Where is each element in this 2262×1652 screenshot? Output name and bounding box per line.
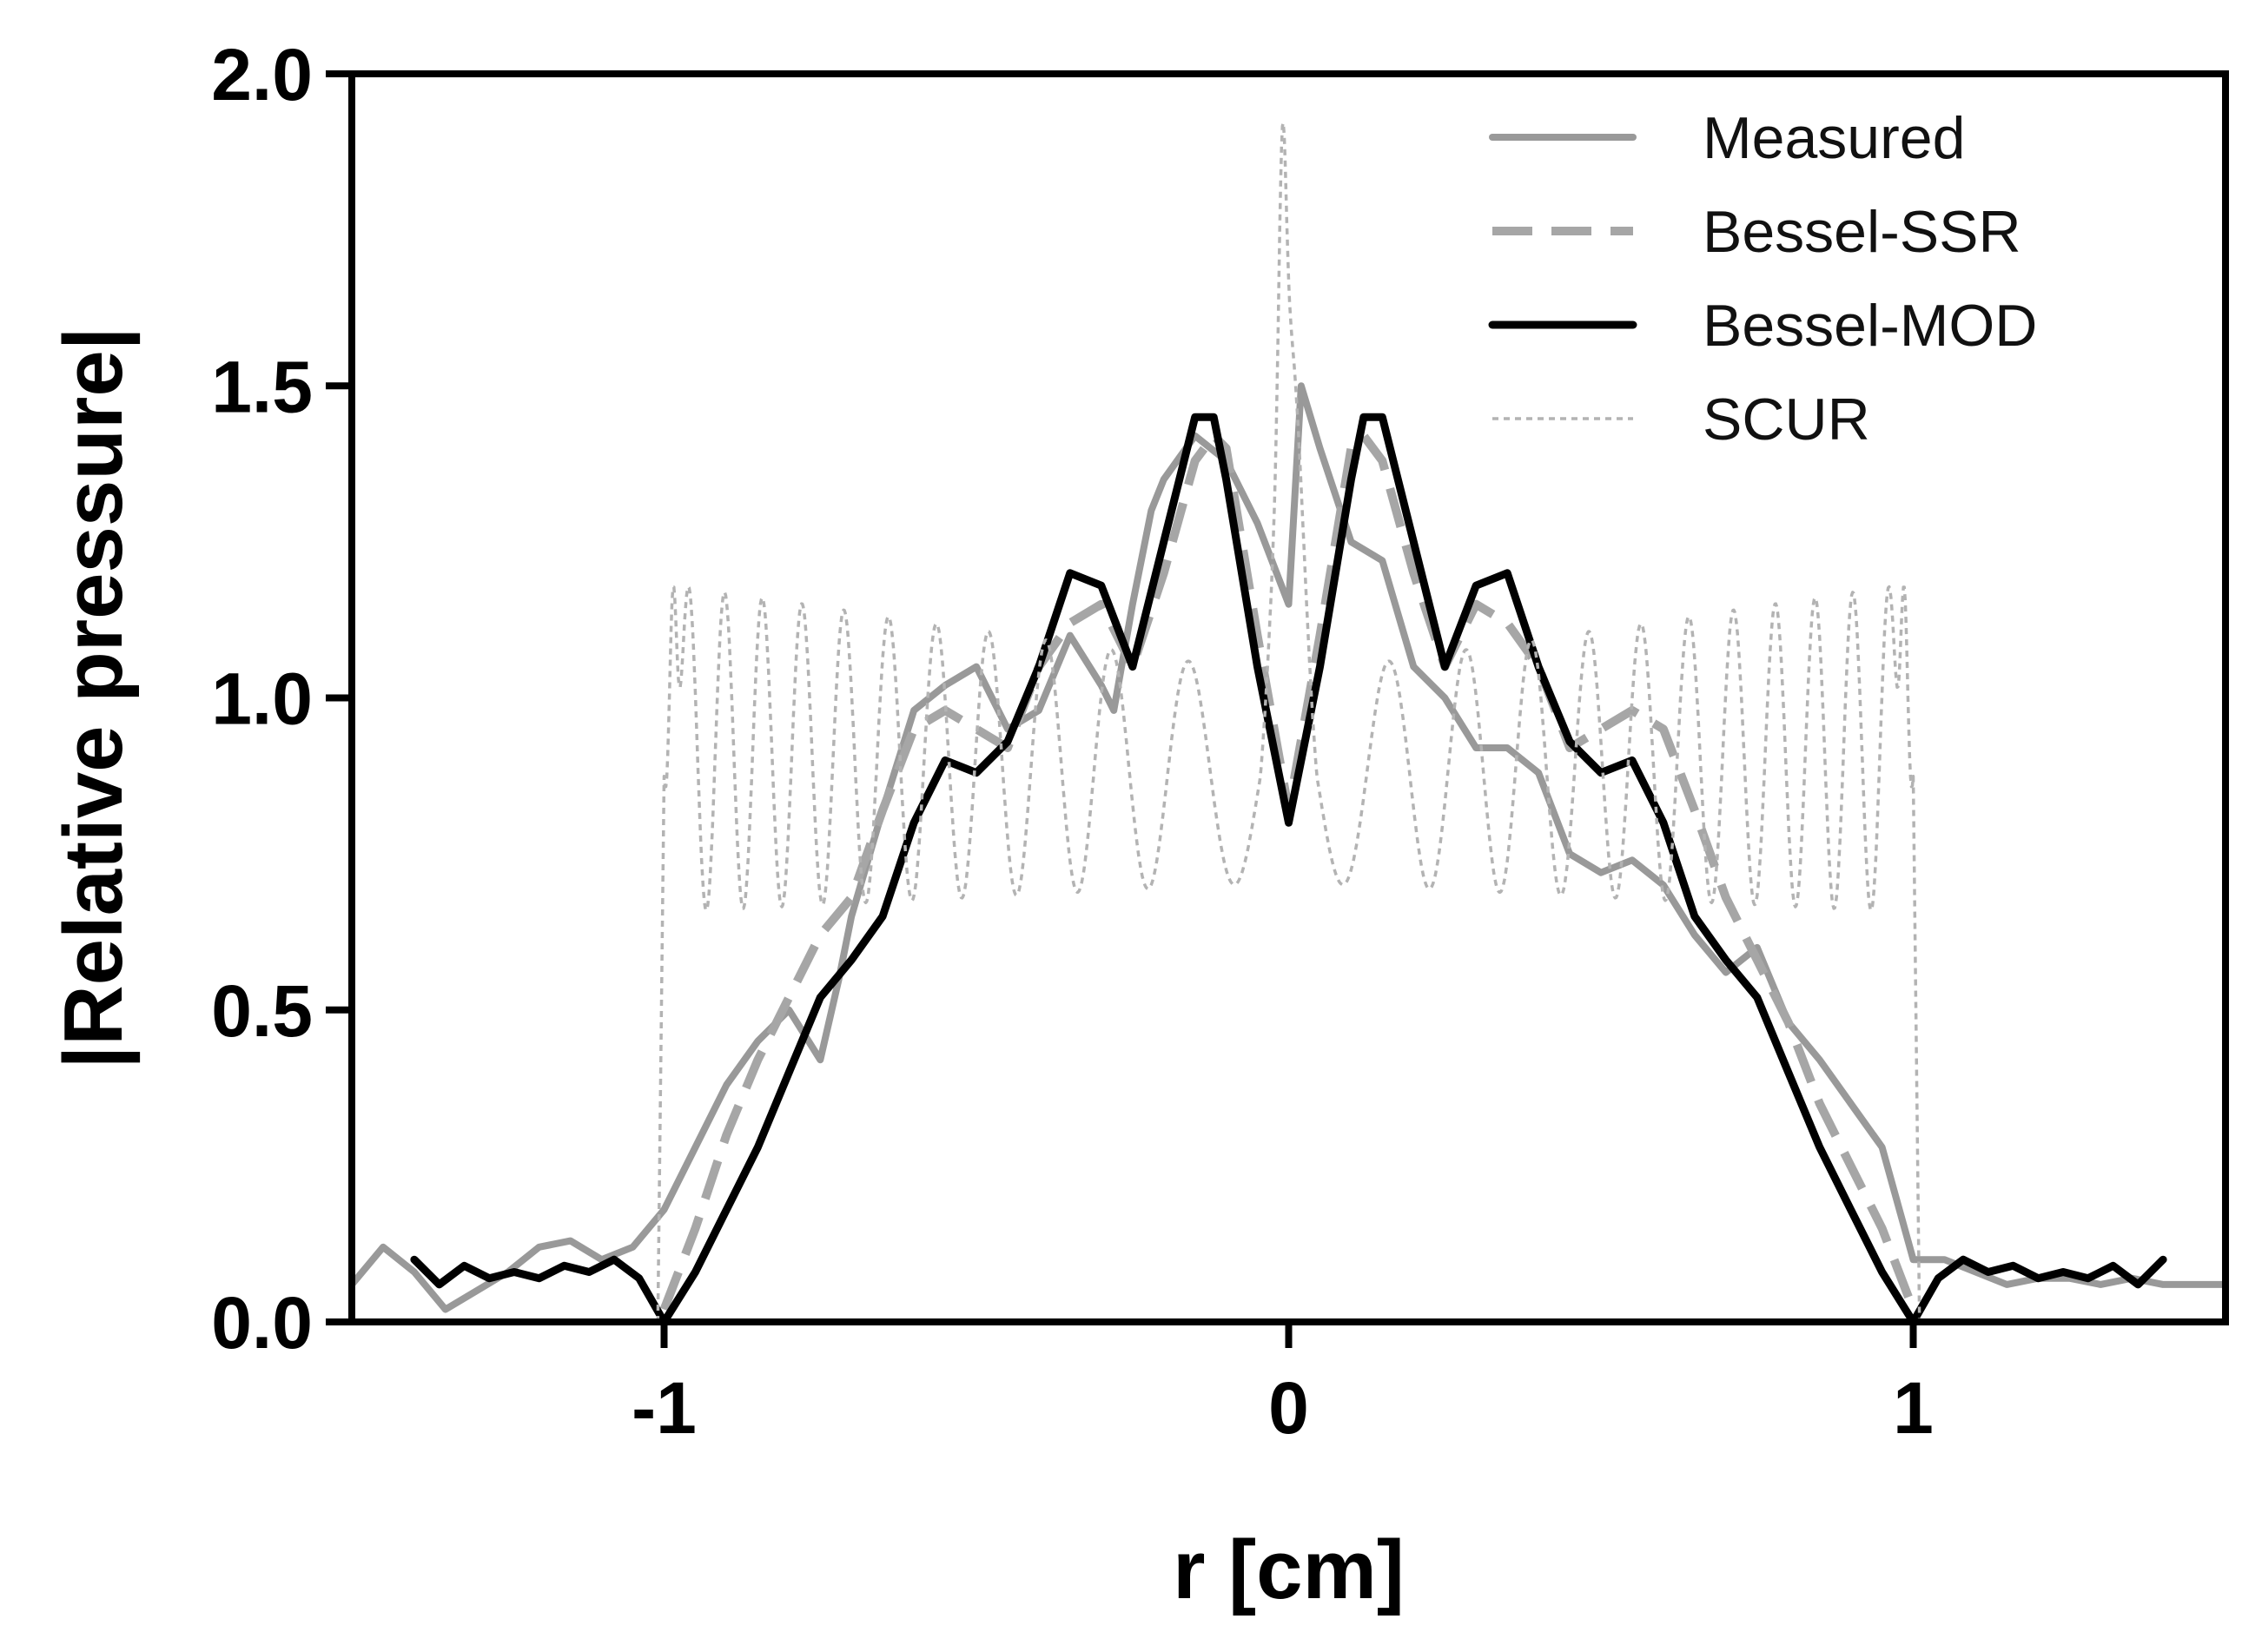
- series-line-bessel-mod: [410, 413, 2167, 1326]
- series-line-measured: [348, 382, 2229, 1313]
- series-layer: [348, 121, 2229, 1326]
- legend-label: Measured: [1703, 105, 1965, 171]
- y-tick-label: 1.0: [211, 658, 313, 740]
- x-tick-label: 0: [1268, 1367, 1309, 1449]
- legend: Measured Bessel-SSR Bessel-MOD SCUR: [1488, 105, 2037, 453]
- legend-label: SCUR: [1703, 387, 1870, 453]
- legend-label: Bessel-MOD: [1703, 293, 2037, 359]
- axes-layer: 0.0 0.5 1.0 1.5 2.0 -1 0 1: [211, 34, 1934, 1449]
- y-tick-label: 0.0: [211, 1282, 313, 1364]
- y-axis-title: |Relative pressure|: [47, 327, 141, 1068]
- y-tick-label: 1.5: [211, 346, 313, 427]
- y-tick-label: 2.0: [211, 34, 313, 116]
- x-axis-title: r [cm]: [1173, 1523, 1405, 1616]
- x-tick-label: -1: [632, 1367, 697, 1449]
- legend-label: Bessel-SSR: [1703, 199, 2021, 265]
- x-tick-label: 1: [1893, 1367, 1934, 1449]
- series-line-scur: [656, 121, 1921, 1323]
- y-tick-label: 0.5: [211, 970, 313, 1052]
